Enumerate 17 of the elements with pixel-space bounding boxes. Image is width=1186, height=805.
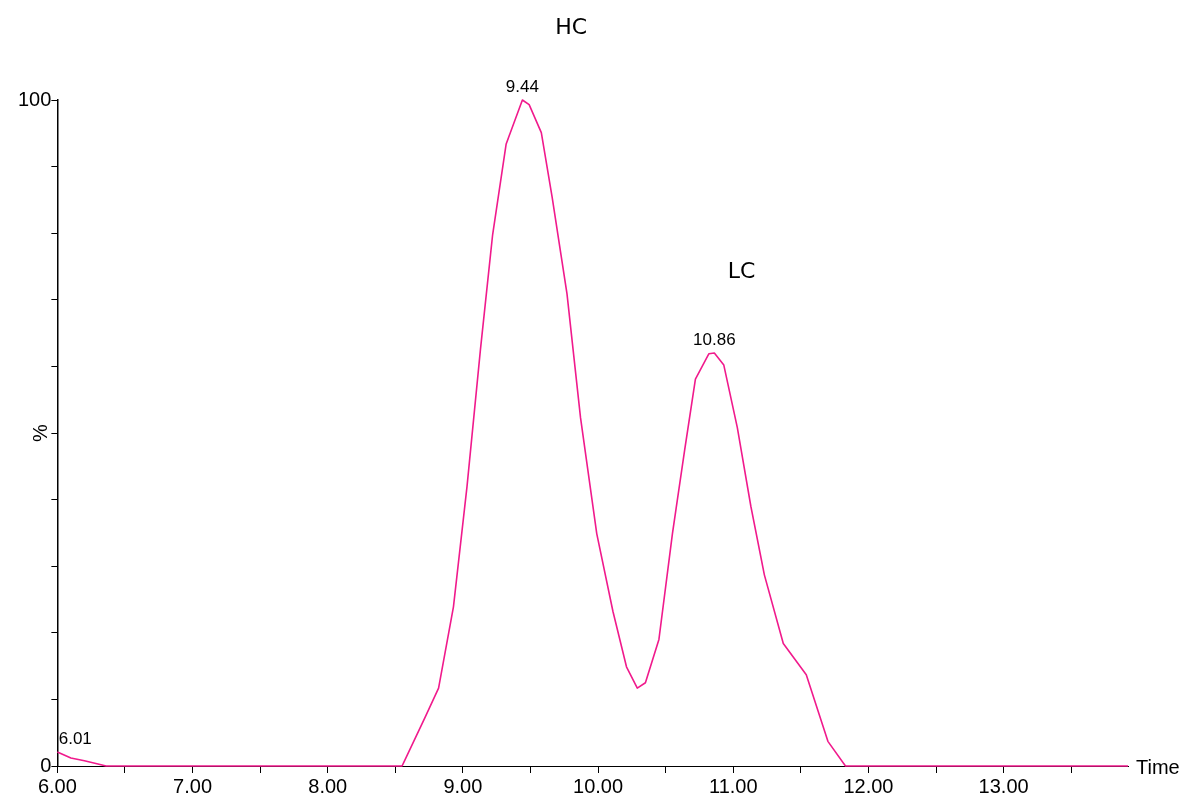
x-axis-title: Time — [1136, 755, 1180, 778]
x-tick-label: 8.00 — [308, 774, 348, 797]
x-tick-label: 6.00 — [37, 774, 77, 797]
x-tick-label: 7.00 — [173, 774, 213, 797]
x-tick-label: 9.00 — [443, 774, 483, 797]
annotation: LC — [727, 257, 756, 283]
x-tick-label: 11.00 — [708, 774, 758, 797]
x-tick-label: 12.00 — [843, 774, 894, 797]
annotation: 6.01 — [58, 729, 92, 749]
chart-title: HC — [555, 13, 588, 39]
x-tick-label: 10.00 — [573, 774, 624, 797]
y-tick-label: 0 — [40, 753, 52, 776]
annotation: 9.44 — [505, 77, 539, 97]
x-tick-label: 13.00 — [978, 774, 1029, 797]
annotation: 10.86 — [693, 330, 736, 350]
y-axis-title: % — [28, 423, 51, 442]
y-tick-label: 100 — [17, 87, 52, 110]
